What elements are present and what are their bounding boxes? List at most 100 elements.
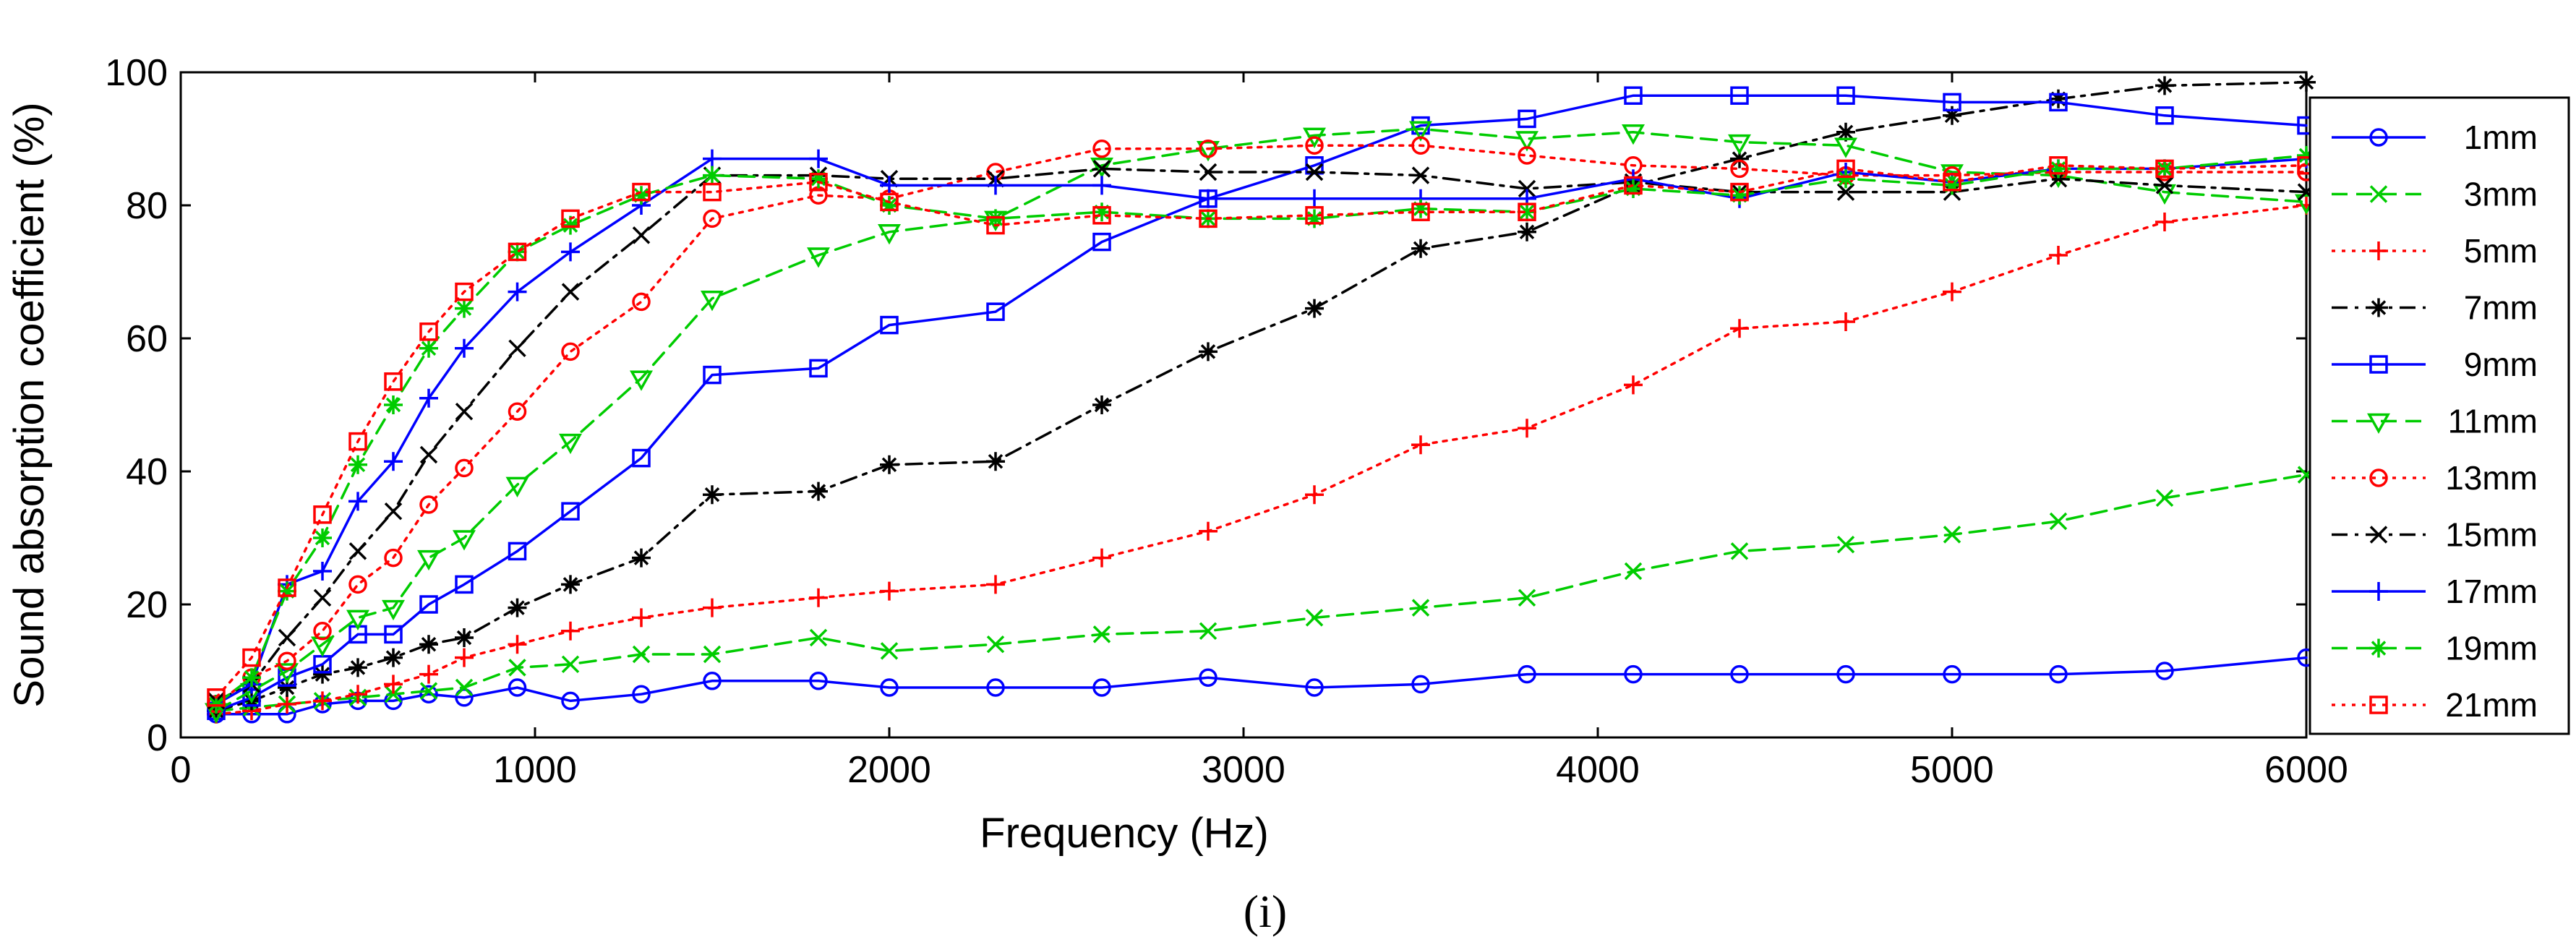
data-point [1411, 435, 1430, 455]
data-point [348, 685, 367, 704]
data-point [703, 149, 722, 168]
data-point [632, 685, 651, 703]
data-point [419, 495, 438, 514]
data-point [508, 339, 526, 358]
data-point [1092, 160, 1111, 178]
figure-caption: (i) [1244, 886, 1287, 937]
data-point [419, 388, 438, 408]
data-point [384, 372, 403, 391]
data-point [1836, 312, 1855, 331]
data-point [703, 365, 722, 385]
x-tick-label: 6000 [2264, 749, 2348, 791]
data-point [1199, 140, 1218, 158]
legend-item-21mm: 21mm [2332, 686, 2538, 724]
legend-item-5mm: 5mm [2332, 232, 2538, 270]
data-point [207, 688, 226, 707]
data-point [2049, 93, 2068, 112]
series-3mm [207, 466, 2316, 720]
data-point [2155, 76, 2174, 95]
data-point [1943, 282, 1961, 301]
data-point [880, 678, 899, 697]
data-point [986, 678, 1005, 697]
legend-label: 9mm [2464, 346, 2538, 383]
data-point [632, 448, 651, 468]
y-axis-label: Sound absorption coefficient (%) [6, 102, 53, 707]
data-point [880, 176, 899, 195]
data-point [1730, 664, 1749, 684]
data-point [1305, 609, 1324, 627]
legend-marker [2369, 298, 2388, 317]
legend-label: 7mm [2464, 289, 2538, 327]
legend-marker [2369, 696, 2388, 714]
data-point [1836, 664, 1855, 684]
data-point [1199, 521, 1218, 541]
data-point [1943, 173, 1961, 192]
data-point [1622, 124, 1645, 145]
series-11mm [205, 121, 2318, 724]
data-point [1518, 202, 1536, 221]
data-point [986, 575, 1005, 594]
data-point [986, 215, 1005, 235]
legend-item-19mm: 19mm [2332, 630, 2538, 667]
data-point [313, 622, 332, 641]
data-point [561, 691, 580, 711]
data-point [348, 575, 367, 594]
data-point [703, 672, 722, 690]
data-point [2155, 489, 2174, 508]
data-point [1518, 146, 1536, 165]
data-point [278, 695, 296, 714]
data-point [1411, 239, 1430, 258]
data-point [809, 359, 828, 378]
data-point [455, 458, 474, 478]
data-point [880, 192, 899, 212]
data-point [508, 402, 527, 421]
data-point [1199, 163, 1218, 181]
data-point [278, 678, 296, 697]
data-point [1090, 158, 1113, 179]
data-point [348, 658, 367, 677]
legend-item-7mm: 7mm [2332, 289, 2538, 327]
y-tick-label: 80 [126, 185, 168, 227]
y-tick-label: 60 [126, 318, 168, 360]
data-point [703, 645, 722, 664]
x-axis-label: Frequency (Hz) [980, 810, 1269, 857]
data-point [1836, 159, 1855, 179]
data-point [1305, 485, 1324, 505]
data-point [419, 338, 438, 358]
data-point [1836, 86, 1855, 105]
data-point [1518, 664, 1536, 684]
data-point [508, 242, 527, 262]
data-point [1624, 664, 1643, 684]
legend-marker [2369, 355, 2388, 374]
data-point [2297, 72, 2316, 92]
data-point [1943, 106, 1961, 125]
y-tick-label: 100 [105, 52, 168, 94]
data-point [1092, 395, 1111, 414]
data-point [1305, 678, 1324, 697]
data-point [561, 242, 580, 262]
legend-label: 5mm [2464, 232, 2538, 270]
data-point [1730, 182, 1749, 202]
data-point [703, 166, 722, 185]
data-point [1305, 136, 1324, 155]
data-point [313, 562, 332, 581]
data-point [384, 548, 403, 568]
y-tick-label: 20 [126, 584, 168, 626]
data-point [1730, 542, 1749, 560]
data-point [455, 678, 474, 697]
data-point [311, 636, 334, 657]
legend-label: 3mm [2464, 176, 2538, 213]
data-point [1092, 176, 1111, 195]
data-point [809, 672, 828, 690]
data-point [986, 302, 1005, 321]
data-point [2049, 159, 2068, 179]
data-point [703, 485, 722, 505]
data-point [2049, 664, 2068, 684]
data-point [807, 247, 830, 268]
legend-box [2308, 96, 2570, 735]
data-point [313, 691, 332, 711]
data-point [455, 688, 474, 707]
data-point [278, 581, 296, 601]
data-point [1836, 169, 1855, 189]
legend-item-1mm: 1mm [2332, 119, 2538, 156]
